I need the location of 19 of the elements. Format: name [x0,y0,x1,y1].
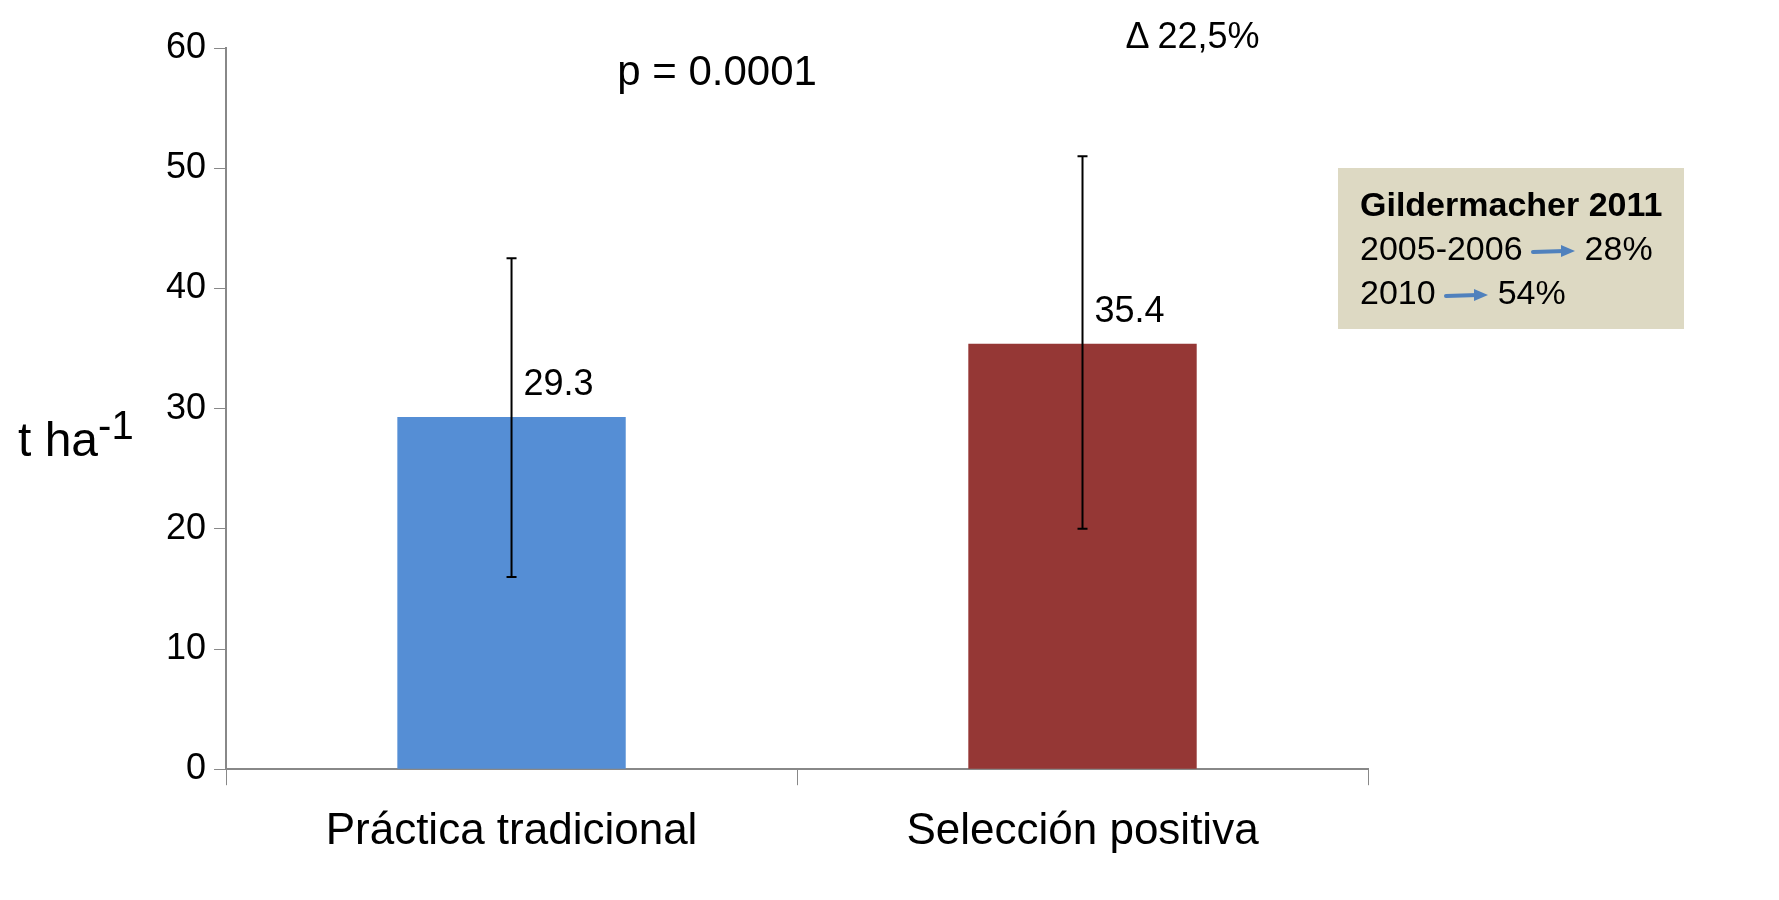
y-tick-label: 50 [166,145,207,187]
annotation: Δ 22,5% [1125,14,1260,56]
y-tick-label: 0 [186,746,207,788]
annotation: 2010 [1360,273,1436,312]
text: 28% [1584,229,1653,268]
y-tick-label: 40 [166,265,207,307]
annotation: p = 0.0001 [617,46,817,94]
annotation: 2005-2006 [1360,229,1523,268]
data-label: 35.4 [1094,288,1165,330]
y-tick-label: 30 [166,385,207,427]
x-tick-label: Selección positiva [906,803,1260,853]
y-axis-title: t ha$^{-1}$ [18,403,134,467]
y-tick-label: 20 [166,505,207,547]
y-tick-label: 60 [166,24,207,66]
data-label: 29.3 [523,361,594,403]
annotation: Gildermacher 2011 [1360,184,1663,225]
x-tick-label: Práctica tradicional [325,803,698,853]
y-tick-label: 10 [166,625,207,667]
text: 54% [1497,273,1566,312]
